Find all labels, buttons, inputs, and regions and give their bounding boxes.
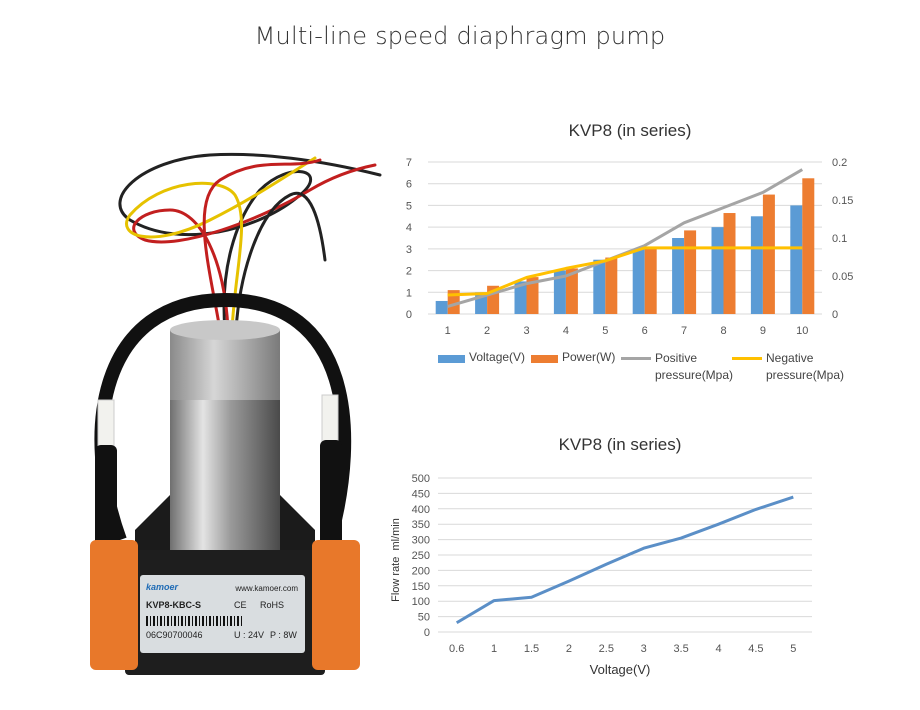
page-title: Multi-line speed diaphragm pump: [254, 22, 666, 50]
bar: [672, 238, 685, 314]
bar: [565, 268, 578, 314]
y-tick: 0: [424, 627, 430, 639]
y-tick: 3: [406, 244, 412, 256]
y-tick: 6: [406, 179, 412, 191]
legend-negative-pressure: Negative pressure(Mpa): [732, 350, 844, 384]
legend-power-swatch: [531, 355, 558, 363]
y2-tick: 0.1: [832, 233, 847, 245]
y-tick: 100: [412, 596, 430, 608]
x-tick: 4: [563, 325, 569, 337]
bar: [750, 216, 763, 314]
legend-power: Power(W): [531, 350, 615, 364]
x-tick: 3: [641, 643, 647, 655]
brand-logo: kamoer: [146, 582, 179, 592]
legend-voltage-label: Voltage(V): [469, 350, 526, 364]
legend-power-label: Power(W): [562, 350, 616, 364]
y-tick: 200: [412, 565, 430, 577]
barcode: [146, 616, 242, 626]
bar: [723, 213, 736, 314]
chart1-title: KVP8 (in series): [568, 121, 692, 140]
y2-tick: 0.15: [832, 195, 853, 207]
serial-text: 06C90700046: [146, 630, 203, 640]
x-tick: 3: [523, 325, 529, 337]
bar: [790, 205, 803, 314]
bar: [684, 230, 697, 314]
bar: [802, 178, 815, 314]
bar: [435, 300, 448, 314]
pump-product-image: kamoer www.kamoer.com KVP8-KBC-S CE RoHS…: [60, 100, 390, 680]
chart2-ylabel: Flow rate ml/min: [390, 518, 402, 602]
y-tick: 1: [406, 287, 412, 299]
bar: [447, 290, 460, 314]
bar: [593, 259, 606, 314]
line-series: [447, 168, 804, 308]
y-tick: 300: [412, 535, 430, 547]
x-tick: 5: [602, 325, 608, 337]
x-tick: 5: [790, 643, 796, 655]
x-tick: 2.5: [599, 643, 614, 655]
y-tick: 250: [412, 550, 430, 562]
x-tick: 7: [681, 325, 687, 337]
x-tick: 1.5: [524, 643, 539, 655]
chart2-title: KVP8 (in series): [558, 435, 682, 454]
website-text: www.kamoer.com: [235, 584, 298, 593]
voltage-rating: U : 24V: [234, 630, 265, 640]
bar: [514, 281, 527, 314]
legend-voltage: Voltage(V): [438, 350, 525, 364]
flow-rate-line: [455, 495, 794, 625]
bar: [487, 285, 500, 314]
legend-negative-label-2: pressure(Mpa): [766, 368, 845, 382]
y2-tick: 0: [832, 309, 838, 321]
y-tick: 150: [412, 581, 430, 593]
legend-positive-swatch: [621, 357, 651, 360]
legend-positive-pressure: Positive pressure(Mpa): [621, 350, 733, 384]
x-tick: 1: [445, 325, 451, 337]
legend-voltage-swatch: [438, 355, 465, 363]
x-tick: 8: [720, 325, 726, 337]
x-tick: 10: [796, 325, 808, 337]
product-label: kamoer www.kamoer.com KVP8-KBC-S CE RoHS…: [142, 578, 304, 652]
y-tick: 2: [406, 266, 412, 278]
y2-tick: 0.2: [832, 157, 847, 169]
y-tick: 7: [406, 157, 412, 169]
rohs-mark: RoHS: [260, 600, 285, 610]
y-tick: 500: [412, 473, 430, 485]
legend-positive-label-1: Positive: [655, 351, 698, 365]
y-tick: 0: [406, 309, 412, 321]
bar: [605, 257, 618, 314]
bar: [711, 227, 724, 314]
y-tick: 50: [418, 612, 430, 624]
y2-tick: 0.05: [832, 271, 853, 283]
diaphragm-pump-illustration: [90, 152, 382, 675]
x-tick: 9: [760, 325, 766, 337]
bar: [762, 194, 775, 314]
x-tick: 2: [566, 643, 572, 655]
ce-mark: CE: [234, 600, 247, 610]
power-rating: P : 8W: [270, 630, 297, 640]
bar: [475, 292, 488, 314]
legend-positive-label-2: pressure(Mpa): [655, 368, 734, 382]
bar: [632, 248, 645, 314]
x-tick: 1: [491, 643, 497, 655]
x-tick: 4.5: [748, 643, 763, 655]
y-tick: 450: [412, 488, 430, 500]
model-text: KVP8-KBC-S: [146, 600, 202, 610]
x-tick: 3.5: [673, 643, 688, 655]
x-tick: 6: [642, 325, 648, 337]
legend-negative-label-1: Negative: [766, 351, 814, 365]
y-tick: 400: [412, 504, 430, 516]
bar: [644, 246, 657, 314]
x-tick: 0.6: [449, 643, 464, 655]
x-tick: 4: [715, 643, 721, 655]
line-series: [447, 246, 803, 297]
chart2-xlabel: Voltage(V): [589, 662, 651, 677]
y-tick: 350: [412, 519, 430, 531]
x-tick: 2: [484, 325, 490, 337]
y-tick: 4: [406, 222, 412, 234]
legend-negative-swatch: [732, 357, 762, 360]
bar: [553, 270, 566, 314]
y-tick: 5: [406, 200, 412, 212]
bar: [526, 277, 539, 314]
